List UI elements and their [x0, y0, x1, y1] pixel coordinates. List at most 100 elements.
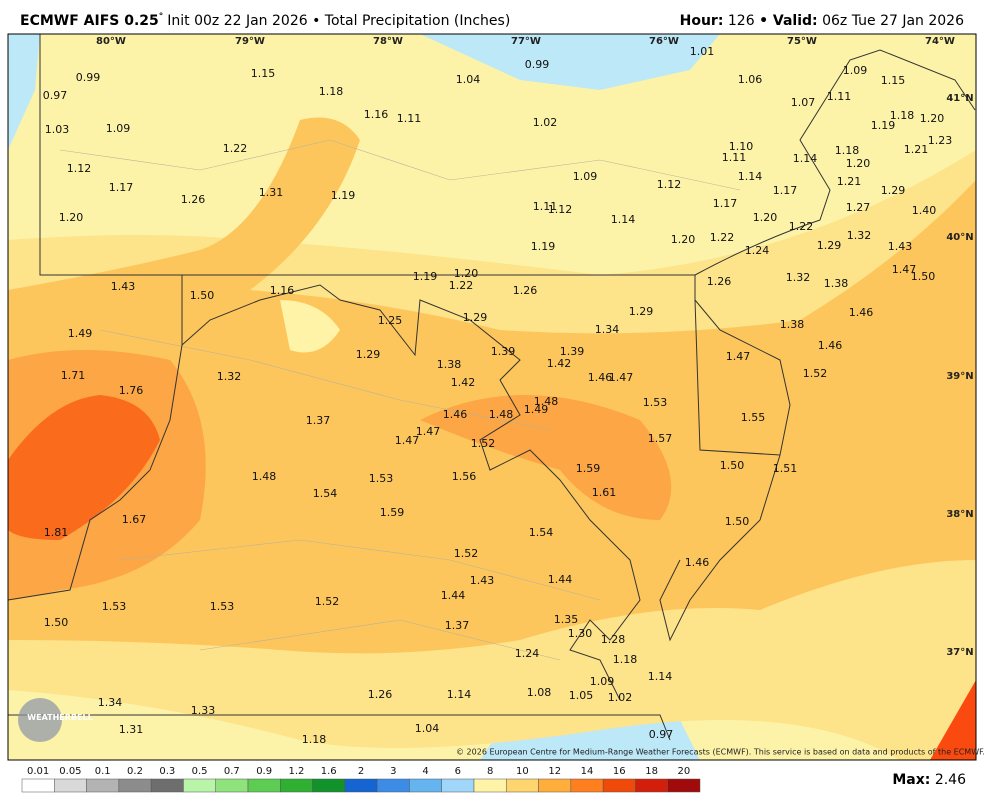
station-value: 1.43: [888, 240, 913, 253]
station-value: 1.21: [904, 143, 929, 156]
station-value: 1.31: [119, 723, 144, 736]
colorbar-label: 8: [487, 766, 493, 777]
station-value: 0.97: [43, 89, 68, 102]
station-value: 1.04: [415, 722, 440, 735]
colorbar-swatch: [150, 778, 184, 793]
description: Init 00z 22 Jan 2026 • Total Precipitati…: [167, 13, 510, 29]
station-value: 1.38: [780, 318, 805, 331]
colorbar-swatch: [215, 778, 249, 793]
station-value: 1.02: [533, 116, 558, 129]
longitude-label: 77°W: [511, 36, 541, 47]
latitude-label: 41°N: [946, 93, 973, 104]
colorbar-swatch: [86, 778, 120, 793]
colorbar-swatch: [441, 778, 475, 793]
station-value: 1.47: [609, 371, 634, 384]
station-value: 1.16: [364, 108, 389, 121]
colorbar-label: 0.1: [95, 766, 111, 777]
station-value: 0.99: [76, 71, 101, 84]
station-value: 1.71: [61, 369, 86, 382]
station-value: 1.47: [416, 425, 441, 438]
colorbar-swatch: [602, 778, 636, 793]
station-value: 1.53: [102, 600, 127, 613]
station-value: 1.26: [368, 688, 393, 701]
station-value: 1.50: [720, 459, 745, 472]
station-value: 1.11: [397, 112, 422, 125]
longitude-label: 75°W: [787, 36, 817, 47]
station-value: 1.33: [191, 704, 216, 717]
station-value: 1.27: [846, 201, 871, 214]
station-value: 1.55: [741, 411, 766, 424]
longitude-label: 79°W: [235, 36, 265, 47]
station-value: 1.57: [648, 432, 673, 445]
station-value: 1.50: [44, 616, 69, 629]
station-value: 1.07: [791, 96, 816, 109]
station-value: 1.17: [773, 184, 798, 197]
station-value: 1.03: [45, 123, 70, 136]
station-value: 1.19: [531, 240, 556, 253]
colorbar-swatch: [344, 778, 378, 793]
station-value: 1.20: [671, 233, 696, 246]
boundaries: [7, 34, 976, 741]
station-value: 1.15: [881, 74, 906, 87]
longitude-label: 76°W: [649, 36, 679, 47]
station-value: 1.50: [911, 270, 936, 283]
station-value: 1.46: [818, 339, 843, 352]
station-value: 1.14: [447, 688, 472, 701]
colorbar-swatch: [21, 778, 55, 793]
station-value: 1.29: [356, 348, 381, 361]
station-value: 1.67: [122, 513, 147, 526]
station-value: 1.10: [729, 140, 754, 153]
colorbar-label: 0.5: [192, 766, 208, 777]
station-value: 1.37: [445, 619, 470, 632]
station-value: 1.48: [489, 408, 514, 421]
model-name: ECMWF AIFS 0.25° Init 00z 22 Jan 2026 • T…: [20, 12, 510, 30]
hour: 126: [728, 13, 755, 29]
station-value: 1.04: [456, 73, 481, 86]
colorbar-label: 0.9: [256, 766, 272, 777]
colorbar-label: 0.2: [127, 766, 143, 777]
station-value: 1.28: [601, 633, 626, 646]
station-value: 1.12: [657, 178, 682, 191]
station-value: 1.44: [548, 573, 573, 586]
station-value: 1.29: [881, 184, 906, 197]
colorbar-label: 6: [455, 766, 461, 777]
station-value: 1.11: [722, 151, 747, 164]
station-value: 1.38: [437, 358, 462, 371]
station-value: 1.08: [527, 686, 552, 699]
station-value: 1.53: [643, 396, 668, 409]
station-value: 1.32: [217, 370, 242, 383]
station-value: 1.12: [548, 203, 573, 216]
station-value: 1.22: [449, 279, 474, 292]
station-value: 1.44: [441, 589, 466, 602]
station-value: 1.19: [331, 189, 356, 202]
colorbar-label: 3: [390, 766, 396, 777]
station-value: 1.43: [111, 280, 136, 293]
station-value: 1.49: [68, 327, 93, 340]
station-value: 1.52: [803, 367, 828, 380]
station-value: 1.35: [554, 613, 579, 626]
station-value: 1.39: [560, 345, 585, 358]
station-value: 1.42: [547, 357, 572, 370]
station-value: 1.51: [773, 462, 798, 475]
colorbar-label: 10: [516, 766, 529, 777]
colorbar-swatch: [409, 778, 442, 793]
station-value: 1.48: [534, 395, 559, 408]
station-value: 1.17: [109, 181, 134, 194]
station-value: 1.29: [817, 239, 842, 252]
longitude-label: 80°W: [96, 36, 126, 47]
station-value: 1.20: [846, 157, 871, 170]
station-value: 1.22: [223, 142, 248, 155]
station-value: 1.52: [471, 437, 496, 450]
max-value: 2.46: [935, 772, 966, 788]
valid-info: Hour: 126 • Valid: 06z Tue 27 Jan 2026: [680, 13, 964, 29]
station-value: 1.43: [470, 574, 495, 587]
station-value: 1.20: [59, 211, 84, 224]
station-value: 1.24: [515, 647, 540, 660]
station-value: 1.26: [513, 284, 538, 297]
station-value: 1.30: [568, 627, 593, 640]
longitude-label: 74°W: [925, 36, 955, 47]
station-value: 1.47: [395, 434, 420, 447]
latitude-label: 40°N: [946, 232, 973, 243]
station-value: 1.59: [576, 462, 601, 475]
colorbar-swatch: [376, 778, 410, 793]
